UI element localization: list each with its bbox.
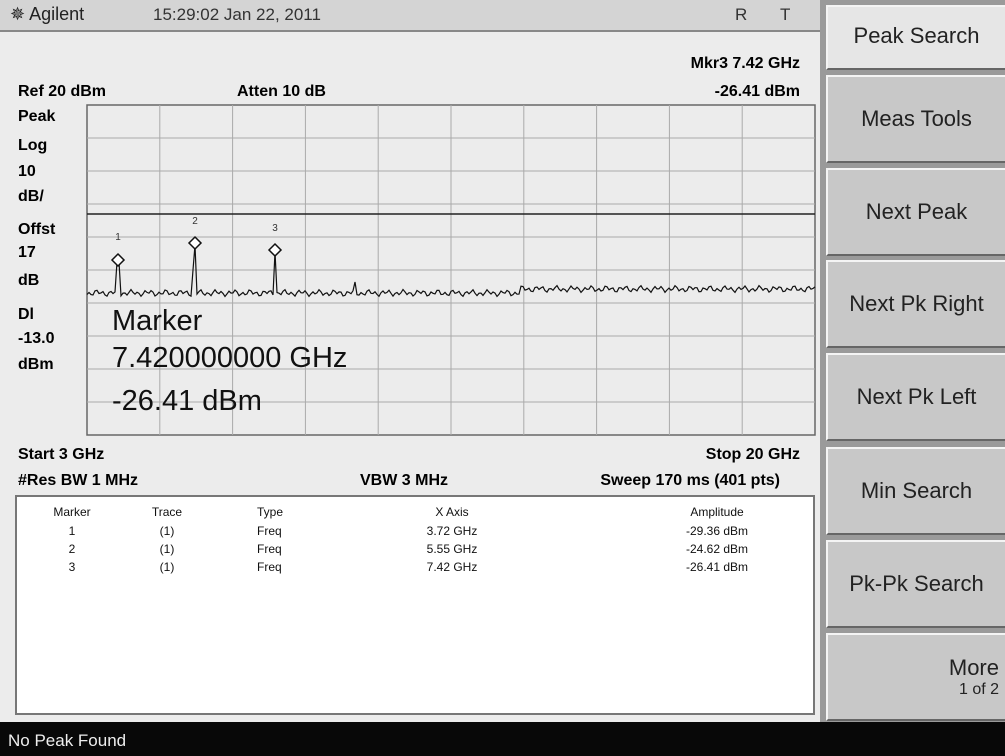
marker-tag: 3 — [272, 223, 278, 234]
scale-label: dB — [18, 272, 40, 289]
softkey[interactable]: Next Pk Left — [826, 353, 1005, 441]
table-header: Marker — [53, 505, 91, 519]
marker-diamond — [187, 235, 203, 251]
stop-freq: Stop 20 GHz — [705, 446, 800, 463]
marker-overlay: -26.41 dBm — [112, 385, 262, 417]
table-cell: 1 — [68, 524, 76, 538]
table-cell: Freq — [257, 542, 282, 556]
status-bar: No Peak Found — [0, 722, 1005, 756]
marker-amplitude: -26.41 dBm — [714, 83, 800, 100]
softkey-sub: 1 of 2 — [958, 681, 999, 698]
brand-text: Agilent — [29, 4, 85, 24]
scale-label: -13.0 — [18, 330, 55, 347]
graticule: 1 2 3 — [86, 104, 816, 436]
softkey[interactable]: Next Pk Right — [826, 260, 1005, 348]
rbw: #Res BW 1 MHz — [18, 472, 139, 489]
table-cell: 3 — [68, 560, 76, 574]
softkey[interactable]: Peak Search — [826, 5, 1005, 70]
marker-tag: 1 — [115, 232, 121, 243]
table-cell: (1) — [159, 542, 175, 556]
marker-readout: Mkr3 7.42 GHz — [690, 55, 800, 72]
table-cell: 5.55 GHz — [426, 542, 478, 556]
table-cell: 7.42 GHz — [426, 560, 478, 574]
softkey-label: Pk-Pk Search — [849, 571, 984, 596]
table-header: Amplitude — [690, 505, 744, 519]
table-cell: (1) — [159, 524, 175, 538]
softkey-label: More — [948, 655, 999, 680]
ref-level: Ref 20 dBm — [18, 83, 107, 100]
softkey[interactable]: More 1 of 2 — [826, 633, 1005, 721]
scale-label: Peak — [18, 108, 56, 125]
table-cell: 2 — [68, 542, 76, 556]
start-freq: Start 3 GHz — [18, 446, 105, 463]
scale-label: Log — [18, 137, 48, 154]
scale-label: dBm — [18, 356, 54, 373]
table-header: X Axis — [435, 505, 469, 519]
table-cell: Freq — [257, 524, 282, 538]
scale-label: Offst — [18, 221, 56, 238]
softkey-label: Meas Tools — [861, 106, 972, 131]
softkey[interactable]: Pk-Pk Search — [826, 540, 1005, 628]
table-cell: -26.41 dBm — [685, 560, 749, 574]
softkey-label: Next Pk Left — [856, 384, 977, 409]
status-text: No Peak Found — [8, 731, 127, 750]
marker-diamond — [267, 242, 283, 258]
table-header: Trace — [151, 505, 183, 519]
sweep: Sweep 170 ms (401 pts) — [600, 472, 780, 489]
marker-diamond — [110, 252, 126, 268]
table-header: Type — [257, 505, 284, 519]
softkey-label: Peak Search — [853, 23, 980, 48]
softkey[interactable]: Next Peak — [826, 168, 1005, 256]
marker-overlay: 7.420000000 GHz — [112, 342, 348, 374]
attenuation: Atten 10 dB — [237, 83, 326, 100]
softkey-label: Next Peak — [865, 199, 968, 224]
datetime: 15:29:02 Jan 22, 2011 — [153, 5, 321, 24]
softkey[interactable]: Min Search — [826, 447, 1005, 535]
vbw: VBW 3 MHz — [360, 472, 448, 489]
scale-label: 17 — [18, 244, 36, 261]
table-cell: 3.72 GHz — [426, 524, 478, 538]
table-cell: (1) — [159, 560, 175, 574]
display-panel: ✵ Agilent 15:29:02 Jan 22, 2011 R T Mkr3… — [0, 0, 820, 722]
marker-overlay: Marker — [112, 305, 203, 337]
indicator: R — [735, 5, 748, 24]
scale-label: Dl — [18, 306, 34, 323]
brand: ✵ Agilent — [10, 4, 85, 24]
softkey-label: Next Pk Right — [849, 291, 984, 316]
softkey-label: Min Search — [860, 478, 973, 503]
table-cell: Freq — [257, 560, 282, 574]
softkey[interactable]: Meas Tools — [826, 75, 1005, 163]
marker-tag: 2 — [192, 216, 198, 227]
indicator: T — [780, 5, 791, 24]
table-cell: -24.62 dBm — [685, 542, 749, 556]
marker-table: Marker Trace Type X Axis Amplitude 1 (1) Freq 3.… — [15, 495, 815, 715]
header-bar: ✵ Agilent 15:29:02 Jan 22, 2011 R T — [0, 0, 820, 32]
trace — [86, 244, 816, 298]
table-cell: -29.36 dBm — [685, 524, 749, 538]
scale-label: 10 — [18, 163, 36, 180]
scale-label: dB/ — [18, 188, 44, 205]
